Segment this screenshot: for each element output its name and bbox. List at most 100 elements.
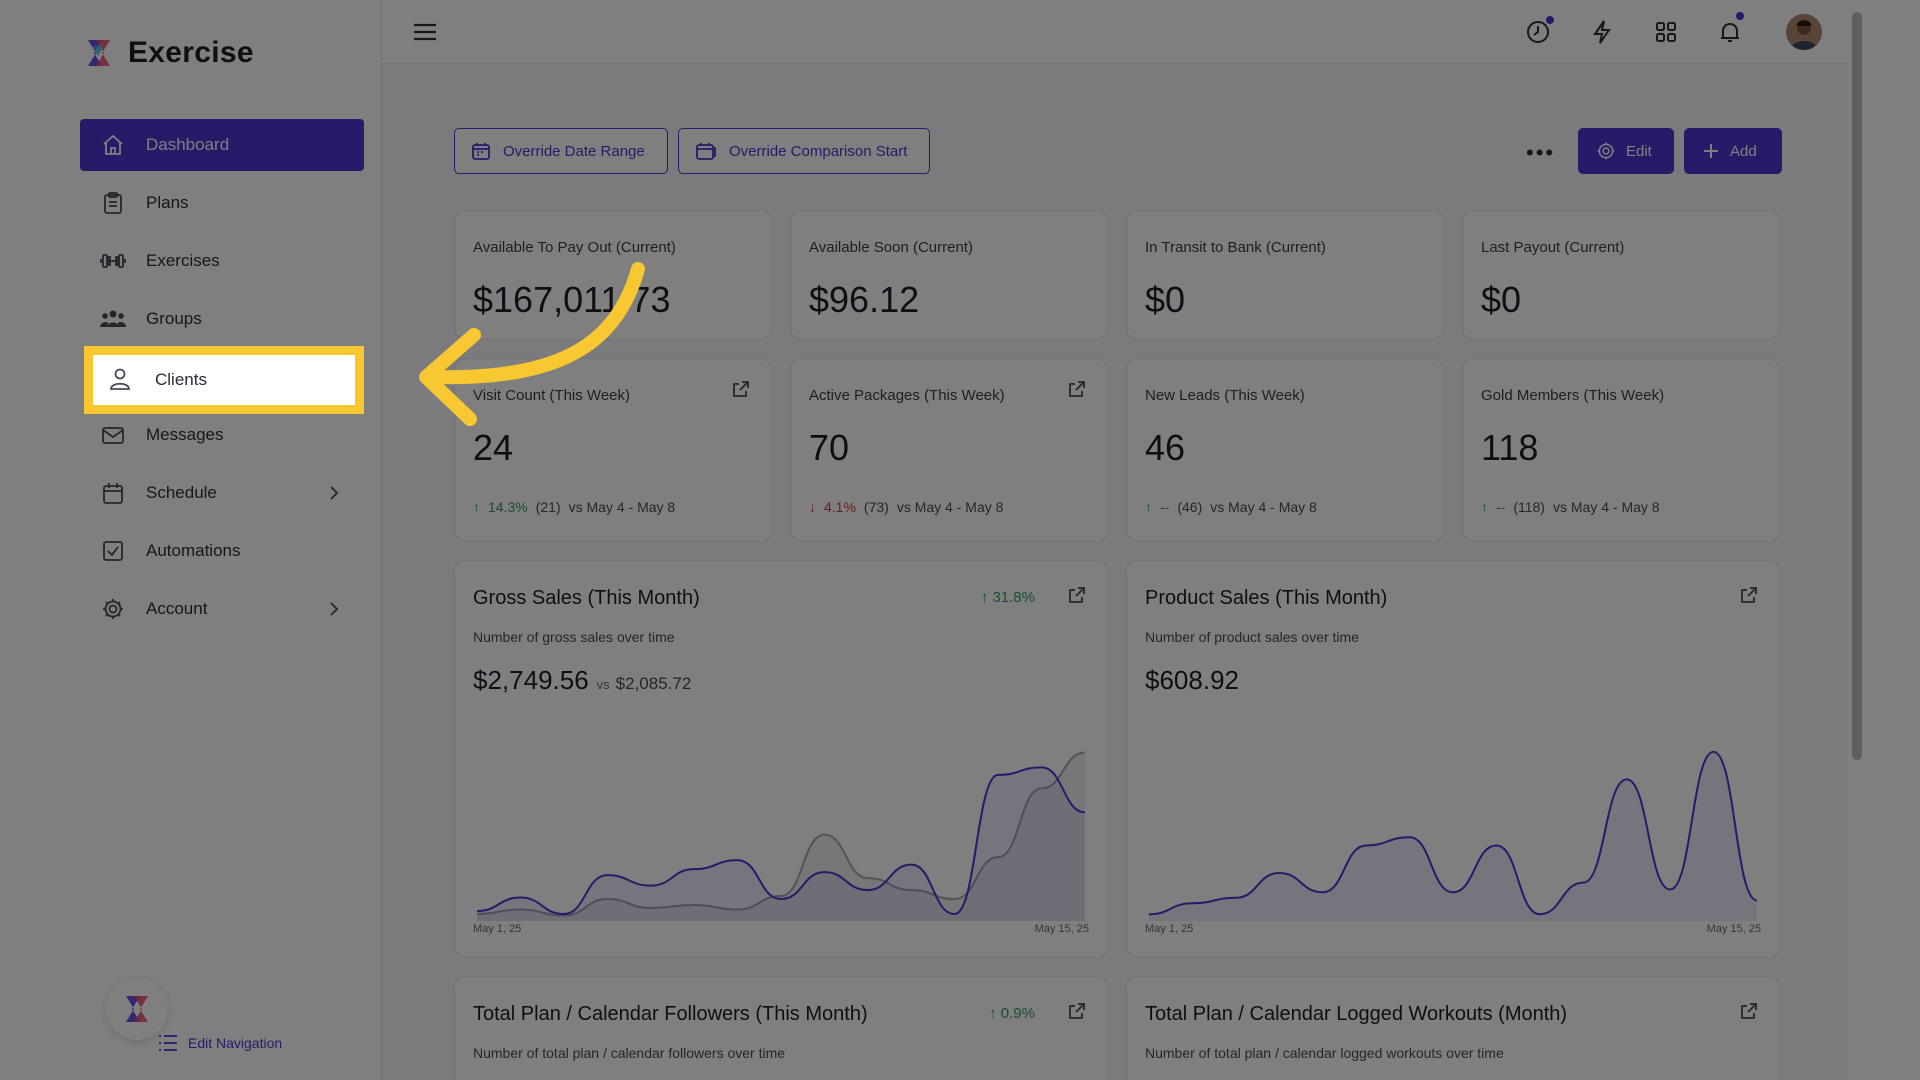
notification-dot bbox=[1546, 16, 1554, 24]
chevron-right-icon bbox=[330, 486, 339, 500]
override-comparison-start-label: Override Comparison Start bbox=[729, 142, 908, 160]
sidebar-item-groups[interactable]: Groups bbox=[80, 293, 364, 345]
gross-sales-chart bbox=[476, 751, 1086, 921]
highlight-box-clients[interactable]: Clients bbox=[84, 346, 364, 414]
x-tick-end: May 15, 25 bbox=[1034, 923, 1089, 935]
x-tick-start: May 1, 25 bbox=[1145, 923, 1194, 935]
chart-vs-value: $2,085.72 bbox=[615, 674, 692, 693]
override-date-range-button[interactable]: Override Date Range bbox=[454, 128, 668, 174]
kpi-compare-range: vs May 4 - May 8 bbox=[896, 499, 1004, 515]
kpi-card-active-packages[interactable]: Active Packages (This Week) 70 ↓ 4.1% (7… bbox=[790, 358, 1108, 542]
override-comparison-start-button[interactable]: Override Comparison Start bbox=[678, 128, 930, 174]
kpi-comparison: ↑ 14.3% (21) vs May 4 - May 8 bbox=[473, 499, 675, 515]
sidebar-item-dashboard[interactable]: Dashboard bbox=[80, 119, 364, 171]
kpi-label: New Leads (This Week) bbox=[1145, 387, 1305, 404]
sidebar-item-label: Exercises bbox=[146, 251, 220, 270]
chart-title: Gross Sales (This Month) bbox=[473, 587, 700, 609]
lightning-icon[interactable] bbox=[1588, 18, 1616, 46]
topbar bbox=[382, 0, 1868, 64]
kpi-card-gold-members[interactable]: Gold Members (This Week) 118 ↑ -- (118) … bbox=[1462, 358, 1780, 542]
brand-name: Exercise bbox=[128, 36, 254, 69]
product-sales-chart bbox=[1148, 750, 1758, 921]
kpi-value: 70 bbox=[809, 427, 850, 468]
clipboard-icon bbox=[100, 190, 126, 216]
sidebar-item-label: Account bbox=[146, 599, 208, 618]
arrow-up-icon: ↑ bbox=[1145, 499, 1152, 515]
user-icon bbox=[109, 367, 135, 393]
group-icon bbox=[100, 306, 126, 332]
add-button[interactable]: Add bbox=[1684, 128, 1782, 174]
sidebar-item-schedule[interactable]: Schedule bbox=[80, 467, 364, 519]
avatar[interactable] bbox=[1786, 14, 1822, 50]
plus-icon bbox=[1704, 144, 1718, 158]
sidebar-item-label: Groups bbox=[146, 309, 202, 328]
calendar-icon bbox=[100, 480, 126, 506]
sidebar-item-messages[interactable]: Messages bbox=[80, 409, 364, 461]
external-link-icon[interactable] bbox=[1067, 585, 1087, 605]
add-label: Add bbox=[1730, 142, 1757, 160]
edit-button[interactable]: Edit bbox=[1578, 128, 1674, 174]
chart-card-gross-sales[interactable]: Gross Sales (This Month) ↑ 31.8% Number … bbox=[454, 560, 1108, 958]
kpi-prev: (46) bbox=[1177, 499, 1203, 515]
edit-navigation-label: Edit Navigation bbox=[188, 1035, 283, 1051]
kpi-card-in-transit[interactable]: In Transit to Bank (Current) $0 bbox=[1126, 210, 1444, 340]
kpi-trend: -- bbox=[1496, 499, 1506, 515]
dumbbell-icon bbox=[100, 248, 126, 274]
chart-subtitle: Number of total plan / calendar logged w… bbox=[1145, 1045, 1504, 1061]
notification-dot bbox=[1736, 12, 1744, 20]
edit-navigation-link[interactable]: Edit Navigation bbox=[158, 1034, 282, 1052]
brand[interactable]: Exercise bbox=[82, 36, 254, 70]
chart-card-followers[interactable]: Total Plan / Calendar Followers (This Mo… bbox=[454, 976, 1108, 1080]
kpi-card-new-leads[interactable]: New Leads (This Week) 46 ↑ -- (46) vs Ma… bbox=[1126, 358, 1444, 542]
external-link-icon[interactable] bbox=[1067, 1001, 1087, 1021]
kpi-compare-range: vs May 4 - May 8 bbox=[1552, 499, 1660, 515]
kpi-card-available-soon[interactable]: Available Soon (Current) $96.12 bbox=[790, 210, 1108, 340]
scrollbar-thumb[interactable] bbox=[1852, 12, 1862, 760]
kpi-value: 46 bbox=[1145, 427, 1186, 468]
chart-title: Total Plan / Calendar Logged Workouts (M… bbox=[1145, 1003, 1568, 1025]
kpi-value: $0 bbox=[1481, 279, 1522, 320]
chart-subtitle: Number of gross sales over time bbox=[473, 629, 675, 645]
kpi-value: $96.12 bbox=[809, 279, 920, 320]
list-icon bbox=[159, 1035, 177, 1051]
kpi-comparison: ↑ -- (118) vs May 4 - May 8 bbox=[1481, 499, 1660, 515]
x-tick-start: May 1, 25 bbox=[473, 923, 522, 935]
chart-trend: ↑ 0.9% bbox=[989, 1005, 1035, 1022]
chart-card-logged-workouts[interactable]: Total Plan / Calendar Logged Workouts (M… bbox=[1126, 976, 1780, 1080]
sidebar-item-clients-highlighted[interactable]: Clients bbox=[109, 367, 207, 393]
arrow-down-icon: ↓ bbox=[809, 499, 816, 515]
more-options-icon[interactable]: ••• bbox=[1526, 140, 1556, 165]
kpi-prev: (118) bbox=[1513, 499, 1545, 515]
chart-card-product-sales[interactable]: Product Sales (This Month) Number of pro… bbox=[1126, 560, 1780, 958]
chart-trend: ↑ 31.8% bbox=[980, 589, 1035, 606]
chart-vs-label: vs bbox=[596, 677, 610, 692]
kpi-compare-range: vs May 4 - May 8 bbox=[568, 499, 676, 515]
app-window: Exercise Dashboard Plans Exercises bbox=[62, 0, 1868, 1080]
kpi-card-last-payout[interactable]: Last Payout (Current) $0 bbox=[1462, 210, 1780, 340]
apps-grid-icon[interactable] bbox=[1652, 18, 1680, 46]
sidebar-item-label: Schedule bbox=[146, 483, 217, 502]
sidebar-item-exercises[interactable]: Exercises bbox=[80, 235, 364, 287]
external-link-icon[interactable] bbox=[1067, 379, 1087, 399]
x-tick-end: May 15, 25 bbox=[1706, 923, 1761, 935]
sidebar-item-automations[interactable]: Automations bbox=[80, 525, 364, 577]
sidebar-item-label: Automations bbox=[146, 541, 241, 560]
home-icon bbox=[100, 132, 126, 158]
bottom-logo-button[interactable] bbox=[106, 978, 168, 1040]
kpi-compare-range: vs May 4 - May 8 bbox=[1210, 499, 1317, 515]
chart-value: $608.92 bbox=[1145, 665, 1239, 696]
external-link-icon[interactable] bbox=[1739, 1001, 1759, 1021]
edit-label: Edit bbox=[1626, 142, 1652, 160]
kpi-label: Gold Members (This Week) bbox=[1481, 387, 1665, 404]
kpi-label: Available Soon (Current) bbox=[809, 239, 973, 256]
sidebar-item-account[interactable]: Account bbox=[80, 583, 364, 635]
sidebar-item-plans[interactable]: Plans bbox=[80, 177, 364, 229]
checkbox-icon bbox=[100, 538, 126, 564]
external-link-icon[interactable] bbox=[731, 379, 751, 399]
kpi-label: Available To Pay Out (Current) bbox=[473, 239, 676, 256]
sidebar-item-label: Dashboard bbox=[146, 135, 230, 154]
bell-icon bbox=[1721, 22, 1739, 42]
menu-icon[interactable] bbox=[412, 20, 438, 44]
external-link-icon[interactable] bbox=[1739, 585, 1759, 605]
brand-logo-icon bbox=[126, 996, 148, 1022]
